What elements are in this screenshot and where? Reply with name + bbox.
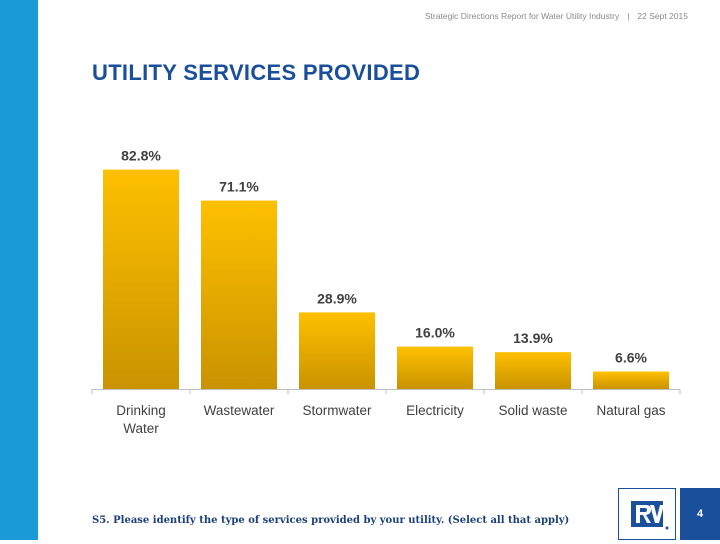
category-label-3: Electricity — [406, 403, 464, 418]
left-accent-bar — [0, 0, 38, 540]
category-label-4: Solid waste — [498, 403, 567, 418]
data-label-2: 28.9% — [317, 290, 357, 306]
report-header: Strategic Directions Report for Water Ut… — [425, 11, 688, 21]
bar-5 — [593, 371, 669, 389]
category-label-1: Wastewater — [204, 403, 275, 418]
category-label-0-line-0: Drinking — [116, 403, 166, 418]
report-date: 22 Sept 2015 — [637, 11, 688, 21]
bar-3 — [397, 346, 473, 389]
page-number: 4 — [680, 488, 720, 540]
data-label-3: 16.0% — [415, 325, 455, 341]
category-label-5: Natural gas — [596, 403, 665, 418]
rv-logo-icon — [631, 501, 669, 530]
header-separator: | — [627, 11, 630, 21]
bar-0 — [103, 169, 179, 389]
survey-question: S5. Please identify the type of services… — [92, 515, 570, 526]
bar-2 — [299, 312, 375, 389]
company-logo — [618, 488, 676, 540]
data-label-0: 82.8% — [121, 148, 161, 164]
bar-4 — [495, 352, 571, 389]
bar-1 — [201, 200, 277, 389]
data-label-1: 71.1% — [219, 179, 259, 195]
data-label-4: 13.9% — [513, 330, 553, 346]
category-label-2: Stormwater — [302, 403, 372, 418]
category-label-0-line-1: Water — [123, 421, 159, 436]
report-title: Strategic Directions Report for Water Ut… — [424, 11, 620, 21]
data-label-5: 6.6% — [615, 350, 647, 366]
slide-title: UTILITY SERVICES PROVIDED — [92, 60, 421, 85]
